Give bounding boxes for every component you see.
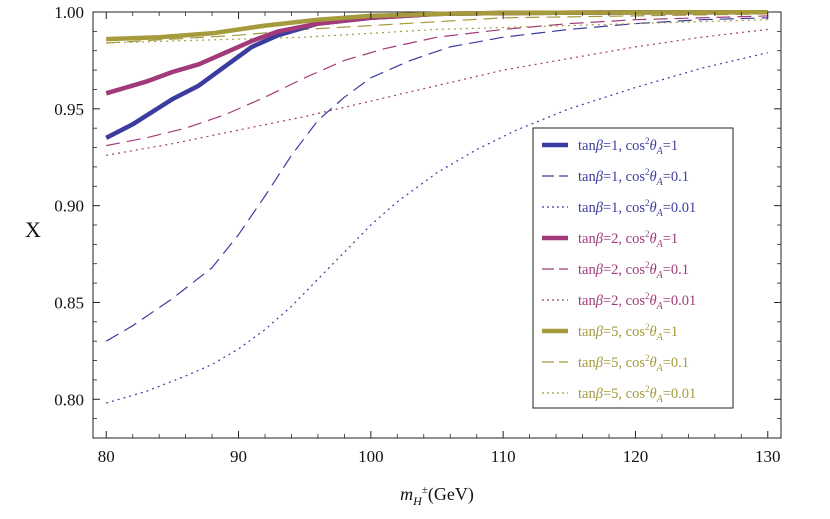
legend: tanβ=1, cos2θA=1 tanβ=1, cos2θA=0.1 tanβ=1… [532,127,734,409]
y-tick-label-1: 0.85 [54,293,84,312]
legend-label-5: tanβ=2, cos2θA=0.01 [578,291,696,312]
series-line-tanb2-cos0.1 [106,15,768,147]
ticks-layer: 80 90 100 110 120 130 0.80 0.85 0.90 0.95 1.00 [54,3,781,466]
y-tick-label-2: 0.90 [54,197,84,216]
legend-label-6: tanβ=5, cos2θA=1 [578,322,678,343]
x-axis-title-unit: (GeV) [428,484,474,505]
x-axis-title-sup: ± [422,484,428,496]
series-line-tanb1-cos0.01 [106,52,768,404]
series-line-tanb1-cos1 [105,9,768,140]
x-tick-label-120: 120 [623,447,649,466]
x-tick-label-130: 130 [755,447,781,466]
x-tick-label-110: 110 [491,447,516,466]
legend-box [532,127,734,409]
x-axis-title: mH±(GeV) [400,484,474,508]
legend-label-2: tanβ=1, cos2θA=0.01 [578,198,696,219]
legend-label-3: tanβ=2, cos2θA=1 [578,229,678,250]
legend-label-1: tanβ=1, cos2θA=0.1 [578,167,689,188]
series-line-tanb1-cos0.1 [105,17,768,342]
legend-label-8: tanβ=5, cos2θA=0.01 [578,384,696,405]
y-tick-label-0: 0.80 [54,390,84,409]
x-tick-label-90: 90 [230,447,247,466]
legend-label-7: tanβ=5, cos2θA=0.1 [578,353,689,374]
x-tick-label-80: 80 [98,447,115,466]
series-line-tanb5-cos1 [106,9,768,42]
legend-items: tanβ=1, cos2θA=1 tanβ=1, cos2θA=0.1 tanβ=1… [542,136,696,405]
series-line-tanb5-cos0.1 [106,13,768,44]
x-axis-title-base: m [400,484,413,504]
x-tick-label-100: 100 [358,447,384,466]
y-tick-label-3: 0.95 [54,100,84,119]
series-line-tanb5-cos0.01 [106,19,768,44]
y-tick-label-4: 1.00 [54,3,84,22]
y-axis-title: X [25,217,41,242]
legend-label-0: tanβ=1, cos2θA=1 [578,136,678,157]
legend-label-4: tanβ=2, cos2θA=0.1 [578,260,689,281]
x-axis-title-sub: H [412,494,423,508]
